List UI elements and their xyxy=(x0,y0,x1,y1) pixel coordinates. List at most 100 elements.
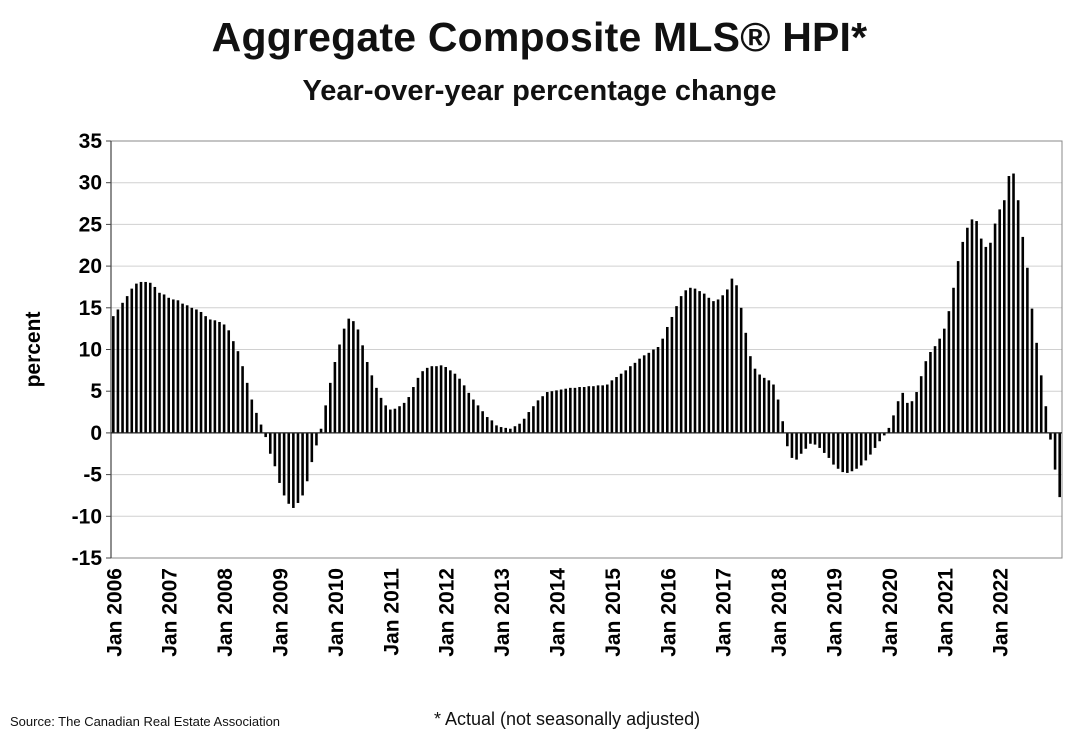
bar-147 xyxy=(790,432,794,458)
y-tick-label-3: 20 xyxy=(79,255,102,278)
bar-132 xyxy=(721,295,724,433)
bar-10 xyxy=(158,292,161,433)
bar-115 xyxy=(642,355,646,433)
bar-58 xyxy=(379,397,383,433)
bar-38 xyxy=(287,432,291,504)
x-tick-labels: Jan 2006 Jan 2007 Jan 2008 Jan 2009 Jan 2010… xyxy=(103,568,1012,657)
bar-48 xyxy=(333,362,337,433)
bar-165 xyxy=(873,432,877,448)
bar-109 xyxy=(615,377,618,433)
bar-79 xyxy=(476,405,480,433)
bar-13 xyxy=(172,299,175,433)
bar-152 xyxy=(813,432,817,445)
bar-168 xyxy=(887,427,891,433)
bar-101 xyxy=(578,387,581,433)
bar-65 xyxy=(412,387,415,433)
bar-95 xyxy=(550,391,554,433)
bar-51 xyxy=(347,318,351,433)
bar-178 xyxy=(933,346,937,433)
bar-99 xyxy=(569,387,572,433)
y-tick-label-2: 25 xyxy=(79,213,103,236)
bar-154 xyxy=(822,432,826,453)
bar-139 xyxy=(753,368,757,433)
bar-91 xyxy=(532,406,535,433)
bar-24 xyxy=(222,324,226,433)
bar-133 xyxy=(726,289,729,433)
bar-129 xyxy=(707,297,711,433)
bar-191 xyxy=(993,223,997,433)
y-tick-label-10: -15 xyxy=(72,547,103,570)
bar-188 xyxy=(979,238,983,433)
bar-25 xyxy=(227,330,231,433)
bar-204 xyxy=(1053,432,1057,470)
bar-11 xyxy=(162,294,166,433)
bar-82 xyxy=(490,420,494,433)
bar-121 xyxy=(670,316,674,433)
bar-84 xyxy=(499,427,503,433)
y-tick-label-4: 15 xyxy=(79,297,103,320)
bar-7 xyxy=(144,281,147,433)
bar-177 xyxy=(929,352,932,433)
bar-68 xyxy=(425,367,429,433)
bar-189 xyxy=(984,246,988,433)
y-tick-label-1: 30 xyxy=(79,172,102,195)
bar-194 xyxy=(1007,176,1011,433)
bar-128 xyxy=(702,293,706,433)
bar-158 xyxy=(841,432,845,473)
bar-167 xyxy=(882,432,886,436)
bar-203 xyxy=(1049,432,1052,440)
bar-120 xyxy=(666,326,669,433)
bar-21 xyxy=(208,319,212,433)
bar-2 xyxy=(121,302,124,433)
bar-175 xyxy=(919,376,923,433)
x-tick-label-1: Jan 2007 xyxy=(159,568,182,657)
bar-32 xyxy=(259,424,263,433)
bar-35 xyxy=(273,432,277,467)
bar-114 xyxy=(638,358,641,433)
bar-8 xyxy=(148,282,152,433)
y-tick-label-6: 5 xyxy=(90,380,102,403)
bar-31 xyxy=(255,412,258,433)
x-tick-label-15: Jan 2021 xyxy=(934,568,957,657)
bar-106 xyxy=(601,385,604,433)
bar-73 xyxy=(449,370,452,433)
x-tick-label-12: Jan 2018 xyxy=(768,568,791,657)
x-tick-label-8: Jan 2014 xyxy=(546,568,569,657)
bar-40 xyxy=(296,432,300,503)
bar-36 xyxy=(278,432,281,483)
bar-55 xyxy=(365,362,369,433)
bar-107 xyxy=(605,384,609,433)
bar-62 xyxy=(398,406,401,433)
bar-134 xyxy=(730,278,734,433)
gridlines xyxy=(111,140,1062,559)
bar-148 xyxy=(795,432,798,460)
x-tick-label-14: Jan 2020 xyxy=(879,568,902,657)
bar-112 xyxy=(629,366,632,433)
bar-37 xyxy=(282,432,286,496)
bar-49 xyxy=(338,344,341,433)
x-tick-label-11: Jan 2017 xyxy=(713,568,736,657)
bar-23 xyxy=(218,321,221,433)
bar-75 xyxy=(458,378,461,433)
bar-159 xyxy=(846,432,849,473)
bar-171 xyxy=(901,392,905,433)
bar-205 xyxy=(1058,432,1061,498)
bar-137 xyxy=(744,332,748,433)
bar-72 xyxy=(444,367,447,433)
bar-39 xyxy=(292,432,295,508)
bar-142 xyxy=(767,380,771,433)
bar-series xyxy=(112,173,1061,508)
bar-140 xyxy=(758,374,761,433)
x-tick-label-4: Jan 2010 xyxy=(325,568,348,657)
bar-45 xyxy=(319,428,323,433)
bar-131 xyxy=(716,299,720,433)
bar-53 xyxy=(356,329,360,433)
x-tick-label-7: Jan 2013 xyxy=(491,568,514,657)
bar-28 xyxy=(241,366,244,433)
bar-169 xyxy=(892,415,895,433)
bar-69 xyxy=(430,366,434,433)
bar-97 xyxy=(559,389,563,433)
bar-86 xyxy=(509,428,512,433)
y-axis-label: percent xyxy=(22,312,45,388)
bar-5 xyxy=(135,283,138,433)
